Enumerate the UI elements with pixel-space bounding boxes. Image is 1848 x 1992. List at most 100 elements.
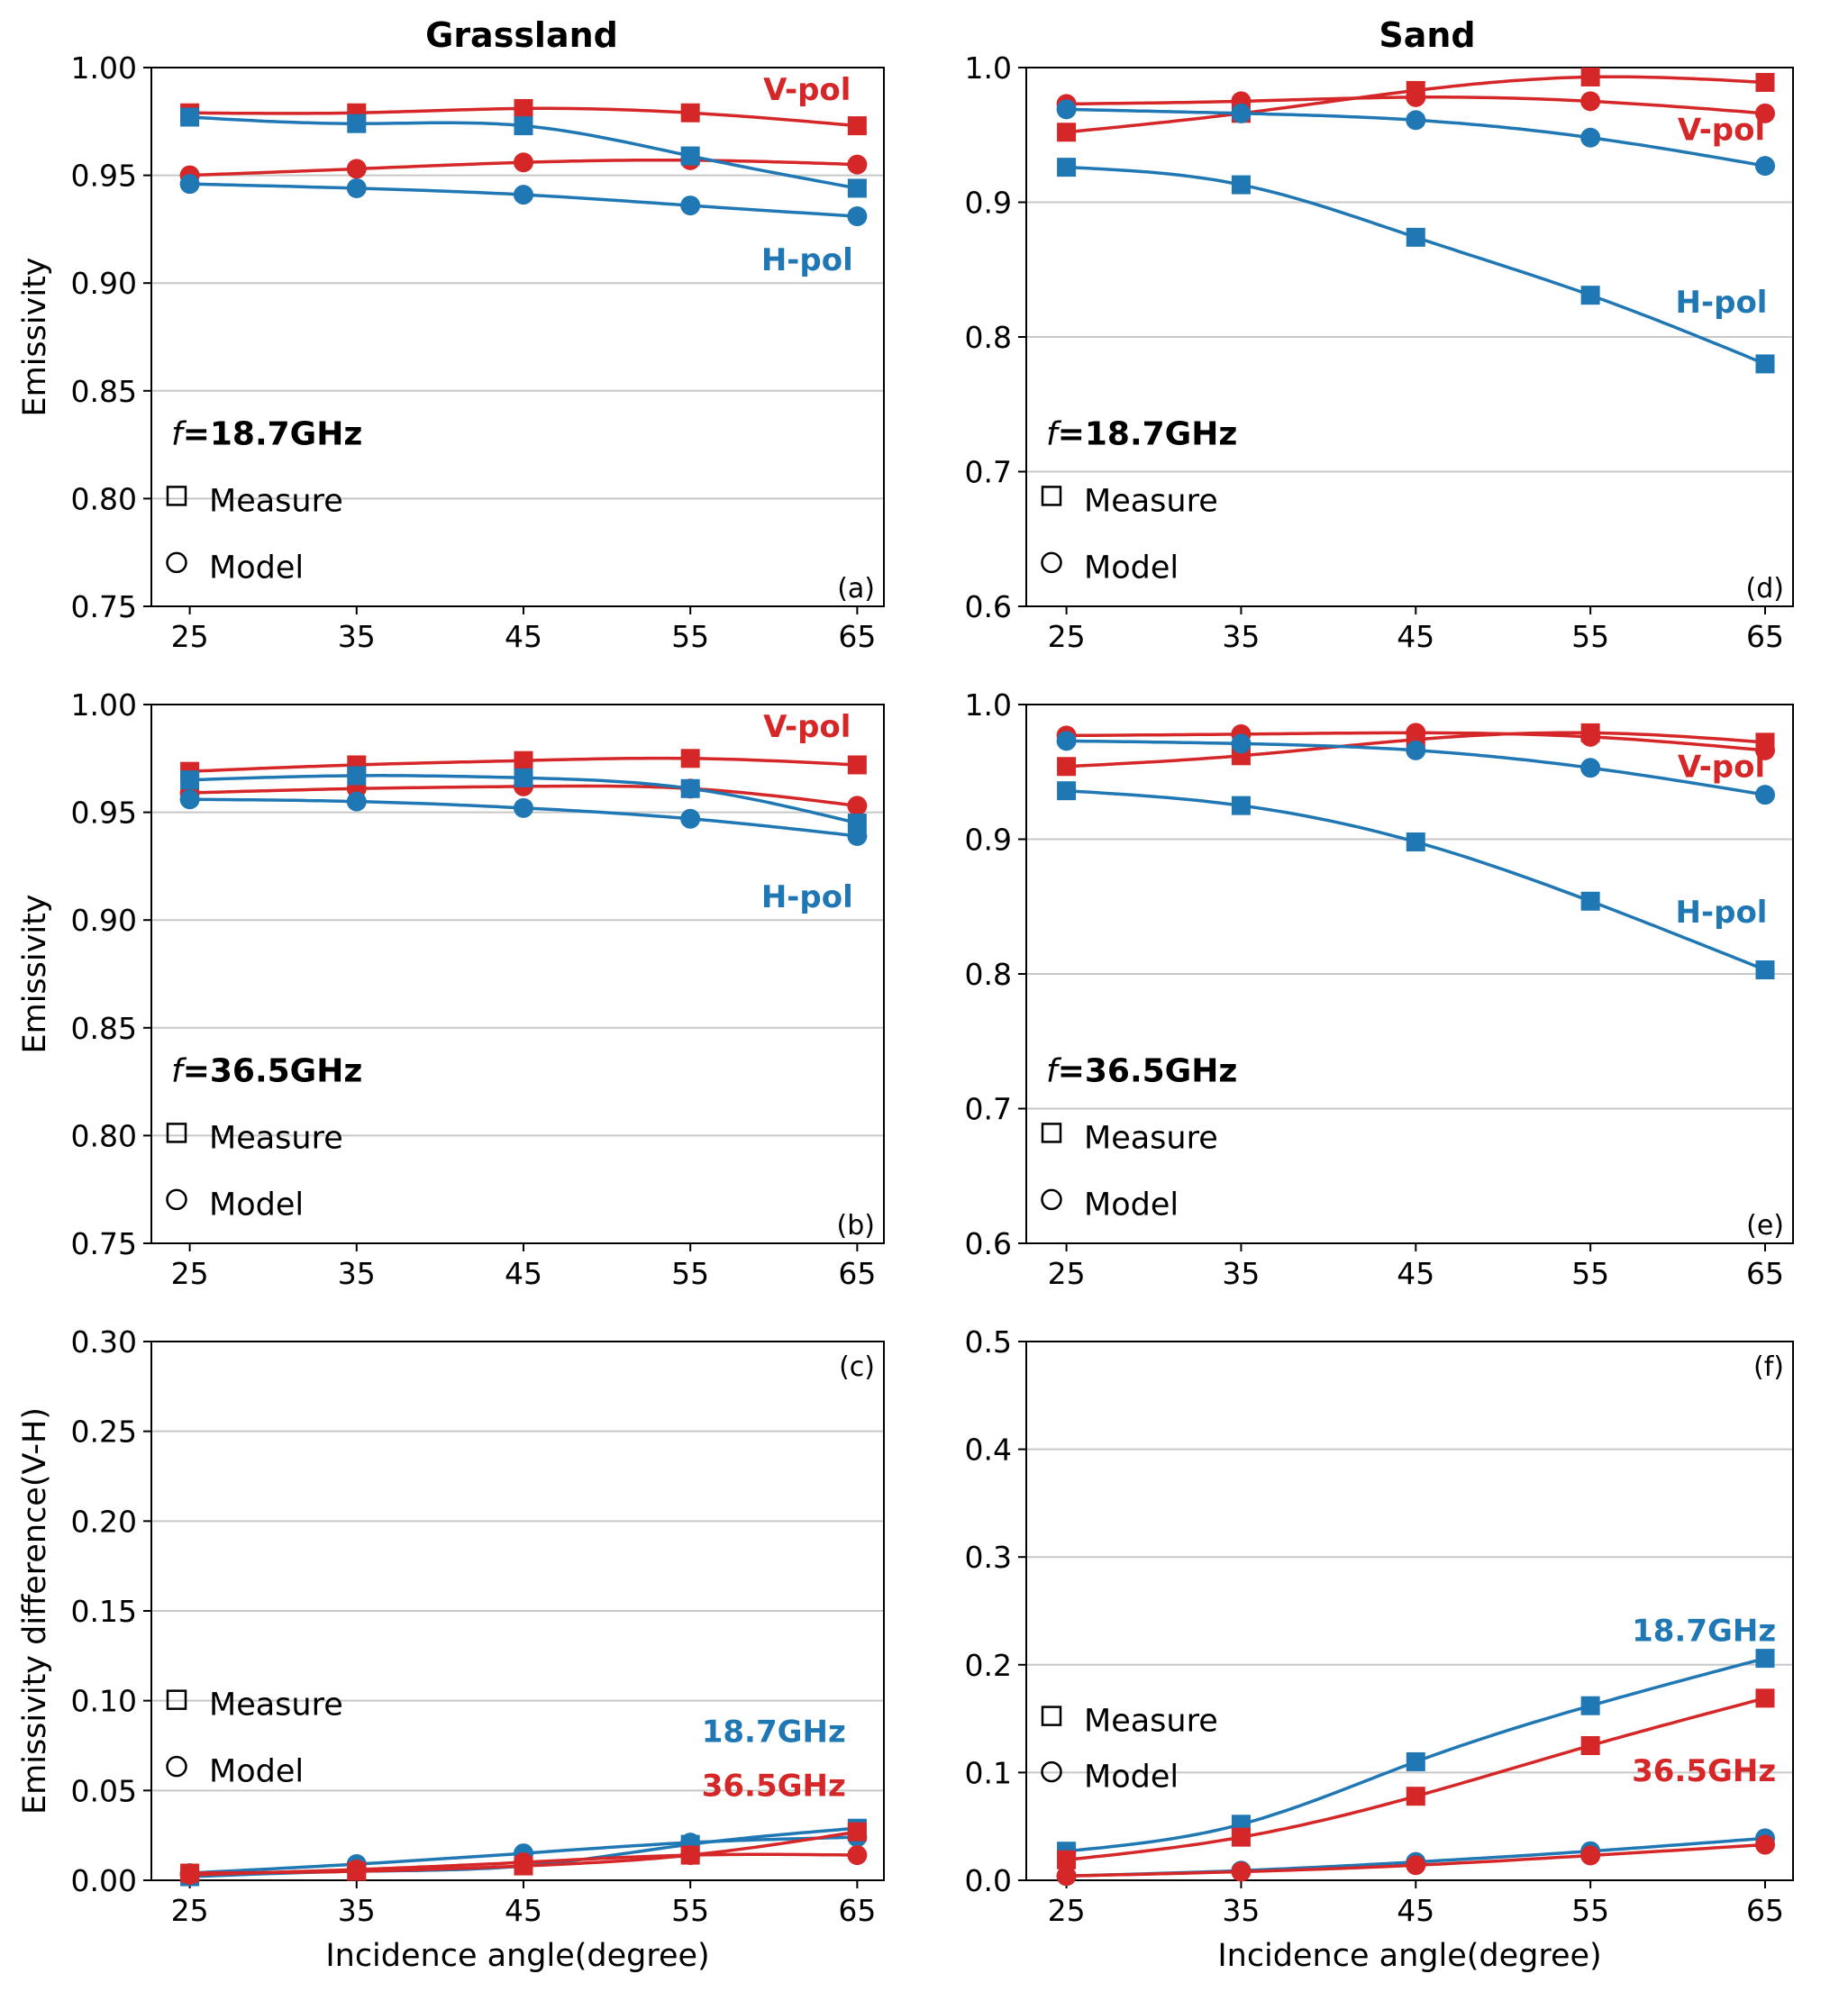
x-tick-label: 65 — [838, 619, 876, 654]
y-tick-label: 1.0 — [965, 687, 1012, 723]
marker-h-pol-measure — [1231, 796, 1251, 815]
legend-measure-label: Measure — [209, 483, 343, 519]
marker-v-pol-measure — [514, 750, 533, 770]
marker-36-5ghz-model — [1056, 1866, 1077, 1887]
x-tick-label: 25 — [171, 619, 209, 654]
annotation-h-pol: H-pol — [761, 242, 853, 278]
column-title-sand: Sand — [1379, 15, 1475, 55]
x-tick-label: 65 — [1746, 1893, 1784, 1928]
annotation-v-pol: V-pol — [763, 72, 851, 108]
marker-v-pol-model — [1754, 740, 1775, 760]
marker-36-5ghz-model — [513, 1852, 533, 1873]
y-tick-label: 0.25 — [71, 1414, 137, 1450]
axes-frame — [150, 1341, 885, 1881]
marker-v-pol-measure — [1057, 757, 1077, 777]
annotation-h-pol: H-pol — [761, 879, 853, 915]
y-tick-label: 0.80 — [71, 481, 137, 516]
panels: 0.75 0.80 0.85 0.90 0.95 1.00 25 35 45 55 65 Emissi… — [17, 50, 1794, 1974]
legend-measure-marker — [1041, 486, 1062, 506]
panel-b: 0.75 0.80 0.85 0.90 0.95 1.00 25 35 45 55 65 Emissi… — [17, 687, 885, 1291]
marker-v-pol-measure — [680, 103, 700, 123]
y-tick-label: 0.05 — [71, 1773, 137, 1808]
legend-measure-marker — [1041, 1123, 1062, 1143]
y-tick-label: 0.2 — [965, 1648, 1012, 1683]
marker-18-7ghz-measure — [1406, 1751, 1425, 1771]
marker-h-pol-measure — [680, 146, 700, 166]
marker-h-pol-model — [1406, 740, 1426, 760]
frequency-label: f=36.5GHz — [171, 1053, 362, 1090]
y-tick-label: 0.15 — [71, 1594, 137, 1629]
frequency-label: f=18.7GHz — [1046, 416, 1237, 453]
y-tick-label: 0.00 — [71, 1863, 137, 1898]
y-tick-label: 0.20 — [71, 1504, 137, 1539]
x-tick-label: 45 — [505, 1256, 542, 1291]
panel-tag: (d) — [1746, 573, 1784, 605]
marker-36-5ghz-model — [1231, 1861, 1252, 1882]
legend-measure-marker — [166, 486, 187, 506]
panel-a: 0.75 0.80 0.85 0.90 0.95 1.00 25 35 45 55 65 Emissi… — [17, 50, 885, 654]
legend-model-marker — [1041, 551, 1062, 574]
y-tick-label: 0.85 — [71, 1011, 137, 1046]
frequency-value: =18.7GHz — [1058, 416, 1238, 453]
x-tick-label: 25 — [171, 1256, 209, 1291]
legend-measure-label: Measure — [209, 1120, 343, 1156]
annotation-v-pol: V-pol — [1678, 750, 1765, 786]
marker-h-pol-model — [513, 797, 533, 818]
legend-measure-marker — [1041, 1705, 1062, 1726]
y-tick-label: 0.8 — [965, 320, 1012, 355]
x-tick-label: 35 — [1222, 1256, 1260, 1291]
panel-tag: (b) — [837, 1210, 875, 1242]
frequency-value: =36.5GHz — [1058, 1053, 1238, 1090]
legend-model-label: Model — [1084, 550, 1179, 586]
frequency-value: =36.5GHz — [183, 1053, 363, 1090]
marker-v-pol-model — [1406, 723, 1426, 743]
series-line-h-pol-measure — [1066, 788, 1766, 972]
y-tick-label: 1.00 — [71, 50, 137, 86]
marker-h-pol-measure — [1755, 354, 1775, 374]
panel-e: 0.6 0.7 0.8 0.9 1.0 25 35 45 55 65 V-pol H-pol (e) f=… — [965, 687, 1794, 1291]
annotation-18-7ghz: 18.7GHz — [1632, 1613, 1776, 1649]
marker-v-pol-model — [1580, 91, 1601, 112]
marker-36-5ghz-model — [847, 1845, 868, 1866]
y-tick-label: 0.5 — [965, 1324, 1012, 1360]
y-tick-label: 1.0 — [965, 50, 1012, 86]
marker-36-5ghz-measure — [1406, 1787, 1425, 1806]
marker-h-pol-measure — [347, 114, 367, 133]
y-tick-label: 0.10 — [71, 1684, 137, 1719]
marker-h-pol-model — [1231, 733, 1252, 754]
marker-h-pol-measure — [347, 766, 367, 786]
marker-v-pol-measure — [1580, 67, 1600, 86]
y-tick-label: 1.00 — [71, 687, 137, 723]
y-tick-label: 0.75 — [71, 1226, 137, 1261]
y-tick-label: 0.4 — [965, 1433, 1012, 1468]
legend-model-label: Model — [209, 1187, 304, 1223]
legend-model-marker — [166, 1755, 187, 1778]
y-tick-label: 0.6 — [965, 1226, 1012, 1261]
marker-h-pol-model — [513, 185, 533, 205]
marker-v-pol-measure — [1755, 72, 1775, 92]
y-tick-label: 0.9 — [965, 186, 1012, 221]
panel-tag: (e) — [1746, 1210, 1784, 1242]
y-tick-label: 0.9 — [965, 823, 1012, 858]
y-tick-label: 0.1 — [965, 1755, 1012, 1790]
legend-model-label: Model — [1084, 1187, 1179, 1223]
marker-h-pol-model — [1056, 99, 1077, 120]
marker-h-pol-measure — [847, 178, 867, 198]
marker-36-5ghz-measure — [1231, 1827, 1251, 1847]
marker-18-7ghz-measure — [1755, 1649, 1775, 1669]
marker-v-pol-measure — [514, 98, 533, 118]
legend-model-label: Model — [209, 550, 304, 586]
marker-h-pol-measure — [1755, 960, 1775, 980]
panel-c: 0.00 0.05 0.10 0.15 0.20 0.25 0.30 25 35 45 55 65 Em… — [17, 1324, 885, 1974]
marker-h-pol-measure — [680, 778, 700, 798]
x-tick-label: 55 — [671, 1893, 709, 1928]
x-axis-label: Incidence angle(degree) — [325, 1938, 709, 1974]
x-tick-label: 35 — [338, 1893, 376, 1928]
x-tick-label: 65 — [1746, 619, 1784, 654]
marker-h-pol-model — [680, 196, 701, 216]
axes-frame — [1025, 1341, 1794, 1881]
x-tick-label: 65 — [838, 1893, 876, 1928]
marker-18-7ghz-measure — [1580, 1696, 1600, 1715]
annotation-36-5ghz: 36.5GHz — [1632, 1753, 1776, 1789]
y-tick-label: 0.7 — [965, 1092, 1012, 1127]
